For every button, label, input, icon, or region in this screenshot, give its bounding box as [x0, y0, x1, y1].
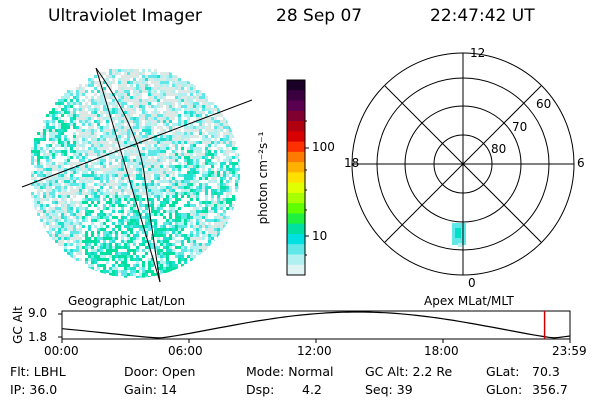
- colorbar-segment: [287, 192, 305, 204]
- info-dsp-label: Dsp:: [246, 382, 275, 397]
- info-glat-value: 70.3: [532, 364, 560, 379]
- info-gc-alt: GC Alt: 2.2 Re: [365, 364, 453, 379]
- colorbar-segment: [287, 131, 305, 143]
- alt-xtick-label: 23:59: [552, 344, 587, 358]
- altitude-curve: [61, 311, 571, 339]
- colorbar-segment: [287, 162, 305, 173]
- info-dsp-value: 4.2: [302, 382, 322, 397]
- info-filter: Flt: LBHL: [10, 364, 66, 379]
- colorbar-segment: [287, 172, 305, 184]
- mlt-diagonal-line: [384, 85, 542, 243]
- date-label: 28 Sep 07: [276, 6, 363, 26]
- info-glon-label: GLon:: [486, 382, 523, 397]
- mlt-label-18: 18: [344, 156, 360, 170]
- alt-xtick-label: 06:00: [168, 344, 203, 358]
- meridian-line: [95, 67, 161, 283]
- colorbar-segment: [287, 151, 305, 163]
- info-glat-label: GLat:: [486, 364, 520, 379]
- colorbar-segment: [287, 203, 305, 214]
- colorbar-segment: [287, 121, 305, 132]
- mlt-label-0: 0: [468, 276, 476, 290]
- colorbar-segment: [287, 223, 305, 235]
- apex-caption: Apex MLat/MLT: [424, 294, 514, 308]
- colorbar-segment: [287, 110, 305, 122]
- info-gain: Gain: 14: [124, 382, 177, 397]
- altitude-ylabel: GC Alt: [11, 306, 25, 344]
- colorbar-frame: [286, 79, 306, 276]
- alt-ytick-label-bottom: 1.8: [28, 330, 48, 344]
- meridian-curve: [95, 67, 161, 283]
- colorbar-segment: [287, 233, 305, 245]
- info-mode: Mode: Normal: [246, 364, 334, 379]
- polar-plot: [351, 52, 575, 276]
- mlat-label-60: 60: [536, 97, 552, 111]
- colorbar: [287, 80, 305, 276]
- altitude-frame: [61, 310, 571, 340]
- colorbar-label-10: 10: [312, 229, 328, 243]
- colorbar-label-100: 100: [312, 140, 335, 154]
- mlt-label-6: 6: [577, 156, 585, 170]
- colorbar-segment: [287, 80, 305, 91]
- colorbar-segment: [287, 254, 305, 266]
- mlat-label-70: 70: [512, 120, 528, 134]
- colorbar-segment: [287, 244, 305, 255]
- colorbar-segment: [287, 213, 305, 225]
- colorbar-segment: [287, 141, 305, 153]
- colorbar-segment: [287, 90, 305, 102]
- colorbar-segment: [287, 100, 305, 112]
- instrument-title: Ultraviolet Imager: [48, 6, 202, 26]
- info-ip: IP: 36.0: [10, 382, 58, 397]
- colorbar-segment: [287, 264, 305, 276]
- alt-ytick-label-top: 9.0: [28, 306, 48, 320]
- time-label: 22:47:42 UT: [430, 6, 535, 26]
- polar-aurora-edge: [458, 243, 462, 247]
- geographic-caption: Geographic Lat/Lon: [68, 294, 186, 308]
- colorbar-segment: [287, 182, 305, 194]
- polar-aurora-core: [455, 228, 461, 238]
- info-glon-value: 356.7: [532, 382, 568, 397]
- info-door: Door: Open: [124, 364, 196, 379]
- mlat-label-80: 80: [491, 142, 507, 156]
- altitude-plot: [58, 310, 571, 343]
- alt-xtick-label: 18:00: [424, 344, 459, 358]
- geographic-image: [31, 69, 240, 278]
- parallel-line: [21, 99, 253, 188]
- mlt-label-12: 12: [470, 46, 486, 60]
- alt-xtick-label: 00:00: [44, 344, 79, 358]
- info-seq: Seq: 39: [365, 382, 413, 397]
- colorbar-unit-label: photon cm⁻²s⁻¹: [256, 131, 270, 225]
- alt-xtick-label: 12:00: [297, 344, 332, 358]
